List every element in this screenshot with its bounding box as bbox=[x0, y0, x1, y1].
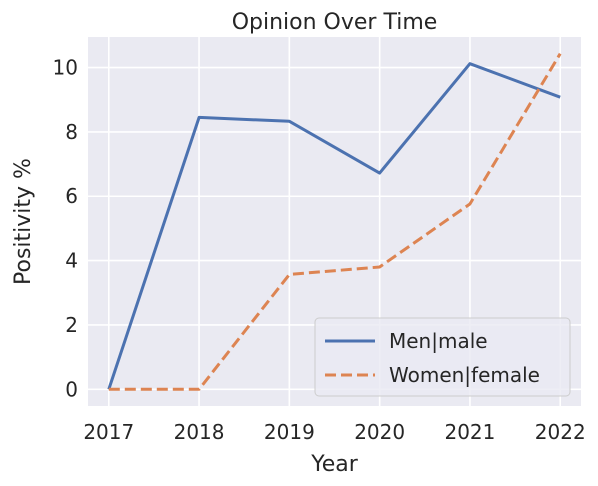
series-line-1 bbox=[107, 62, 561, 390]
x-tick-label: 2019 bbox=[264, 420, 315, 444]
y-tick-label: 2 bbox=[65, 313, 78, 337]
legend: Men|male Women|female bbox=[314, 317, 571, 397]
x-tick-label: 2020 bbox=[354, 420, 405, 444]
y-tick-label: 0 bbox=[65, 377, 78, 401]
x-tick-label: 2018 bbox=[174, 420, 225, 444]
y-tick-label: 4 bbox=[65, 249, 78, 273]
legend-label-2: Women|female bbox=[389, 363, 540, 387]
y-tick-label: 6 bbox=[65, 184, 78, 208]
series-lines bbox=[107, 52, 562, 391]
y-tick-label: 8 bbox=[65, 120, 78, 144]
x-tick-label: 2022 bbox=[535, 420, 586, 444]
y-tick-label: 10 bbox=[53, 56, 78, 80]
legend-label-1: Men|male bbox=[389, 329, 488, 353]
series-line-2 bbox=[108, 52, 562, 391]
y-tick-labels: 0 2 4 6 8 10 bbox=[53, 56, 78, 402]
x-tick-label: 2017 bbox=[83, 420, 134, 444]
x-tick-label: 2021 bbox=[444, 420, 495, 444]
x-tick-labels: 2017 2018 2019 2020 2021 2022 bbox=[83, 420, 585, 444]
y-axis-title: Positivity % bbox=[11, 158, 36, 285]
legend-box bbox=[314, 317, 571, 397]
chart-title: Opinion Over Time bbox=[232, 10, 438, 35]
x-axis-title: Year bbox=[310, 452, 359, 477]
